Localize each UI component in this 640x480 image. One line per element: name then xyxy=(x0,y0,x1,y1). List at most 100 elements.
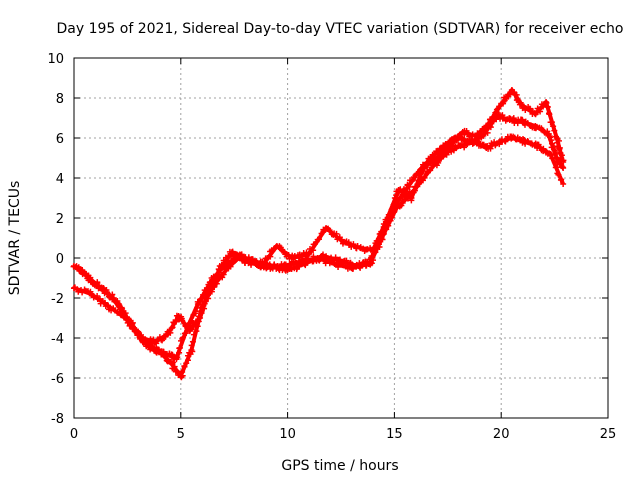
data-point xyxy=(301,261,308,267)
data-point xyxy=(554,164,561,171)
data-point xyxy=(173,355,180,361)
y-tick-label: 6 xyxy=(56,132,64,147)
data-point xyxy=(417,169,424,176)
data-point xyxy=(489,114,496,121)
data-point xyxy=(395,187,402,193)
data-point xyxy=(284,267,291,273)
data-point xyxy=(508,87,515,93)
data-point xyxy=(439,150,446,157)
data-point xyxy=(498,101,505,107)
data-point xyxy=(546,111,553,118)
data-point xyxy=(457,143,464,149)
data-point xyxy=(176,344,183,351)
data-point xyxy=(549,155,556,162)
data-point xyxy=(485,121,492,127)
data-point xyxy=(506,117,513,123)
data-point xyxy=(273,243,280,249)
data-point xyxy=(545,131,552,137)
data-point xyxy=(98,284,105,291)
data-point xyxy=(115,302,122,309)
data-point xyxy=(175,313,182,319)
data-point xyxy=(350,241,357,248)
data-point xyxy=(101,299,108,306)
data-point xyxy=(470,139,477,145)
y-tick-label: 4 xyxy=(56,172,64,187)
x-tick-label: 0 xyxy=(70,427,78,442)
data-point xyxy=(424,162,431,169)
data-point xyxy=(459,129,466,135)
x-axis-label: GPS time / hours xyxy=(281,458,398,474)
data-point xyxy=(139,335,146,341)
data-point xyxy=(460,136,467,143)
data-point xyxy=(547,151,554,157)
data-point xyxy=(487,124,494,131)
data-point xyxy=(519,119,526,125)
data-point xyxy=(404,185,411,191)
data-point xyxy=(193,328,200,335)
data-point xyxy=(84,275,91,282)
y-tick-label: -4 xyxy=(51,332,64,347)
data-point xyxy=(188,347,195,353)
data-point xyxy=(277,263,284,270)
data-point xyxy=(551,159,558,166)
data-point xyxy=(201,300,208,307)
data-point xyxy=(109,295,116,301)
data-point xyxy=(192,308,199,315)
data-point xyxy=(412,184,419,191)
data-point xyxy=(249,258,256,265)
data-point xyxy=(205,289,212,295)
data-point xyxy=(135,329,142,336)
data-point xyxy=(558,152,565,159)
data-point xyxy=(194,301,201,307)
data-point xyxy=(513,91,520,98)
data-point xyxy=(415,177,422,184)
data-point xyxy=(318,253,325,259)
data-point xyxy=(105,303,112,309)
series-2 xyxy=(70,133,567,381)
data-point xyxy=(220,262,227,269)
y-tick-label: -2 xyxy=(51,292,64,307)
data-point xyxy=(92,281,99,287)
data-point xyxy=(537,108,544,115)
data-point xyxy=(220,271,227,278)
data-point xyxy=(500,114,507,121)
data-point xyxy=(216,267,223,273)
data-point xyxy=(288,255,295,261)
x-tick-label: 10 xyxy=(279,427,296,442)
data-point xyxy=(367,259,374,265)
data-point xyxy=(370,247,377,253)
data-point xyxy=(307,246,314,253)
data-point xyxy=(397,195,404,202)
x-tick-label: 25 xyxy=(600,427,617,442)
y-axis-label: SDTVAR / TECUs xyxy=(7,181,23,296)
data-point xyxy=(267,253,274,260)
data-point xyxy=(85,272,92,279)
data-point xyxy=(548,119,555,126)
y-tick-label: 8 xyxy=(56,92,64,107)
data-point xyxy=(524,138,531,145)
plot-frame xyxy=(73,57,609,419)
data-point xyxy=(179,369,186,376)
series-3 xyxy=(75,87,567,347)
data-point xyxy=(162,353,169,360)
data-point xyxy=(454,136,461,143)
data-point xyxy=(343,257,350,264)
data-point xyxy=(408,195,415,201)
data-point xyxy=(534,143,541,149)
data-point xyxy=(550,123,557,130)
data-point xyxy=(119,309,126,316)
data-point xyxy=(335,257,342,263)
data-point xyxy=(310,247,317,254)
data-point xyxy=(169,324,176,331)
data-point xyxy=(553,135,560,141)
data-point xyxy=(118,304,125,311)
data-point xyxy=(477,130,484,137)
data-point xyxy=(472,133,479,139)
data-point xyxy=(126,319,133,325)
data-point xyxy=(148,344,155,351)
data-point xyxy=(560,159,567,165)
data-point xyxy=(390,201,397,208)
y-tick-label: 2 xyxy=(56,212,64,227)
data-point xyxy=(305,251,312,257)
data-point xyxy=(532,111,539,117)
